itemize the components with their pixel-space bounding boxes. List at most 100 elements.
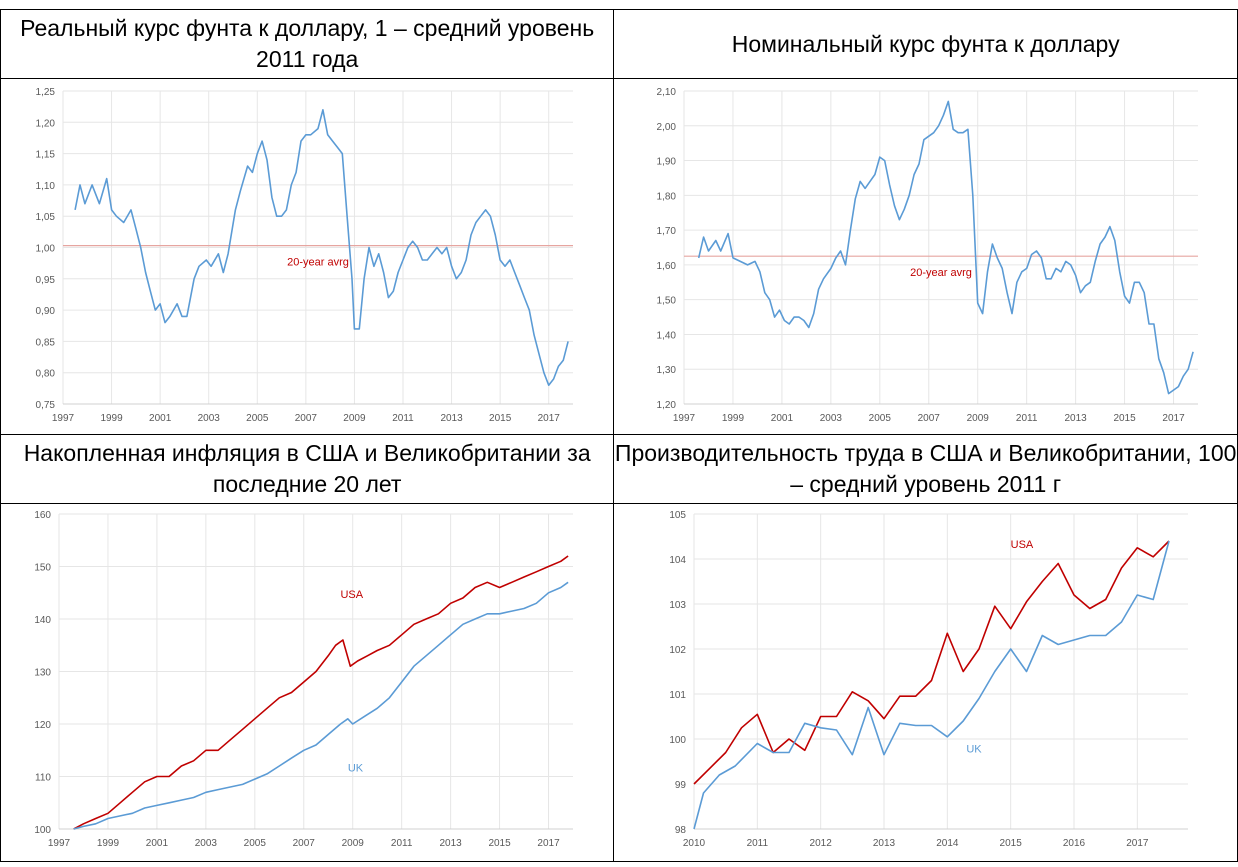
title-inflation: Накопленная инфляция в США и Великобрита… (0, 434, 615, 504)
x-tick-label: 2007 (918, 413, 941, 424)
x-tick-label: 2005 (244, 838, 267, 849)
y-tick-label: 1,25 (36, 87, 56, 98)
y-tick-label: 2,10 (657, 87, 677, 98)
title-real-rate: Реальный курс фунта к доллару, 1 – средн… (0, 9, 615, 79)
y-tick-label: 0,75 (36, 400, 56, 411)
y-tick-label: 1,30 (657, 365, 677, 376)
x-tick-label: 2011 (747, 838, 769, 849)
y-tick-label: 1,10 (36, 181, 56, 192)
x-tick-label: 2009 (343, 413, 366, 424)
uk-series-line (73, 581, 569, 830)
x-tick-label: 2015 (1114, 413, 1137, 424)
y-tick-label: 1,70 (657, 226, 677, 237)
x-tick-label: 2010 (683, 838, 706, 849)
title-productivity: Производительность труда в США и Великоб… (613, 434, 1238, 504)
uk-series-label: UK (348, 762, 364, 774)
y-tick-label: 1,05 (36, 212, 56, 223)
y-tick-label: 104 (670, 555, 687, 566)
x-tick-label: 2007 (295, 413, 318, 424)
x-tick-label: 2001 (149, 413, 172, 424)
usa-series-label: USA (340, 589, 363, 601)
x-tick-label: 1997 (48, 838, 71, 849)
x-tick-label: 2011 (392, 413, 414, 424)
y-tick-label: 101 (670, 690, 687, 701)
x-tick-label: 1999 (100, 413, 123, 424)
y-tick-label: 0,80 (36, 369, 56, 380)
usa-series-label: USA (1011, 539, 1034, 551)
x-tick-label: 2011 (1016, 413, 1038, 424)
x-tick-label: 2017 (537, 838, 560, 849)
x-tick-label: 1999 (97, 838, 120, 849)
inflation-chart: 100 110 120 130 140 150 160 1997 1999 2001 2003 200… (34, 510, 573, 849)
y-tick-label: 1,20 (657, 400, 677, 411)
x-tick-label: 2015 (489, 413, 512, 424)
y-tick-label: 160 (34, 510, 51, 521)
uk-series-label: UK (967, 744, 983, 756)
nominal-rate-chart-panel: 1,20 1,30 1,40 1,50 1,60 1,70 1,80 1,90 2,00 2,10… (613, 78, 1238, 435)
x-tick-label: 2015 (1000, 838, 1023, 849)
x-tick-label: 2005 (869, 413, 892, 424)
x-tick-label: 2013 (873, 838, 896, 849)
y-tick-label: 150 (34, 563, 51, 574)
y-tick-label: 1,60 (657, 261, 677, 272)
y-tick-label: 2,00 (657, 122, 677, 133)
chart-grid-table: Реальный курс фунта к доллару, 1 – средн… (0, 9, 1238, 862)
y-tick-label: 103 (670, 600, 687, 611)
y-tick-label: 99 (675, 780, 687, 791)
x-tick-label: 2013 (440, 413, 463, 424)
x-tick-label: 2012 (810, 838, 833, 849)
y-tick-label: 110 (35, 773, 51, 784)
y-tick-label: 1,80 (657, 191, 677, 202)
x-tick-label: 2013 (1065, 413, 1088, 424)
y-tick-label: 140 (34, 615, 51, 626)
productivity-chart-panel: 98 99 100 101 102 103 104 105 2010 2011 2012 2013 20… (613, 503, 1238, 862)
x-tick-label: 2003 (198, 413, 221, 424)
y-tick-label: 1,50 (657, 296, 677, 307)
inflation-chart-panel: 100 110 120 130 140 150 160 1997 1999 2001 2003 200… (0, 503, 615, 862)
x-tick-label: 2009 (342, 838, 365, 849)
x-tick-label: 2013 (439, 838, 462, 849)
x-tick-label: 2001 (771, 413, 794, 424)
y-tick-label: 1,40 (657, 330, 677, 341)
x-tick-label: 2003 (820, 413, 843, 424)
x-tick-label: 2005 (246, 413, 269, 424)
x-tick-label: 2007 (293, 838, 316, 849)
productivity-chart: 98 99 100 101 102 103 104 105 2010 2011 2012 2013 20… (670, 510, 1189, 849)
y-tick-label: 120 (34, 720, 51, 731)
average-line-label: 20-year avrg (910, 267, 972, 279)
y-tick-label: 0,90 (36, 306, 56, 317)
y-tick-label: 1,00 (36, 244, 56, 255)
x-tick-label: 2017 (538, 413, 561, 424)
y-tick-label: 0,95 (36, 275, 56, 286)
data-series-line (698, 100, 1195, 395)
x-tick-label: 1997 (673, 413, 696, 424)
x-tick-label: 2014 (937, 838, 960, 849)
y-tick-label: 0,85 (36, 337, 56, 348)
x-tick-label: 2017 (1127, 838, 1150, 849)
x-tick-label: 2016 (1063, 838, 1086, 849)
title-nominal-rate: Номинальный курс фунта к доллару (613, 9, 1238, 79)
x-tick-label: 2001 (146, 838, 169, 849)
y-tick-label: 98 (675, 825, 687, 836)
y-tick-label: 105 (670, 510, 687, 521)
real-rate-chart-panel: 0,75 0,80 0,85 0,90 0,95 1,00 1,05 1,10 1,15 1,20… (0, 78, 615, 435)
y-tick-label: 102 (670, 645, 687, 656)
y-tick-label: 130 (34, 668, 51, 679)
nominal-rate-chart: 1,20 1,30 1,40 1,50 1,60 1,70 1,80 1,90 2,00 2,10… (657, 87, 1199, 424)
average-line-label: 20-year avrg (287, 257, 349, 269)
x-tick-label: 2015 (488, 838, 511, 849)
data-series-line (74, 108, 569, 387)
x-tick-label: 2011 (391, 838, 413, 849)
y-tick-label: 100 (670, 735, 687, 746)
x-tick-label: 2009 (967, 413, 990, 424)
x-tick-label: 1997 (52, 413, 75, 424)
real-rate-chart: 0,75 0,80 0,85 0,90 0,95 1,00 1,05 1,10 1,15 1,20… (36, 87, 573, 424)
y-tick-label: 1,20 (36, 118, 56, 129)
usa-series-line (73, 555, 569, 830)
x-tick-label: 2003 (195, 838, 218, 849)
x-tick-label: 2017 (1163, 413, 1186, 424)
y-tick-label: 100 (34, 825, 51, 836)
x-tick-label: 1999 (722, 413, 745, 424)
y-tick-label: 1,15 (36, 150, 56, 161)
y-tick-label: 1,90 (657, 157, 677, 168)
